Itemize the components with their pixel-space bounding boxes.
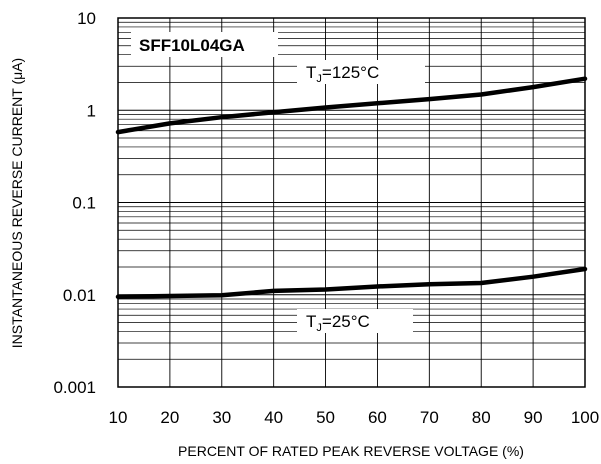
y-tick-label: 0.1	[72, 194, 96, 213]
series-label: TJ=25°C	[306, 312, 370, 334]
series-label: TJ=125°C	[306, 63, 379, 85]
y-tick-label: 10	[77, 9, 96, 28]
x-tick-label: 30	[212, 408, 231, 427]
series-labels: TJ=125°C TJ=25°C	[297, 60, 425, 334]
x-axis-label: PERCENT OF RATED PEAK REVERSE VOLTAGE (%…	[178, 443, 524, 459]
plot-frame	[117, 17, 586, 388]
x-tick-label: 50	[316, 408, 335, 427]
series-line-0	[115, 76, 588, 135]
x-tick-label: 10	[109, 408, 128, 427]
x-tick-label: 40	[264, 408, 283, 427]
x-tick-label: 90	[524, 408, 543, 427]
y-tick-labels: 10 1 0.1 0.01 0.001	[53, 9, 96, 397]
x-tick-label: 100	[571, 408, 599, 427]
x-tick-label: 60	[368, 408, 387, 427]
series-label-box	[297, 60, 425, 84]
series-label-box	[297, 309, 413, 333]
series-lines	[115, 76, 588, 300]
series-line-1	[115, 266, 588, 300]
y-tick-label: 1	[87, 101, 96, 120]
x-tick-label: 20	[160, 408, 179, 427]
y-tick-label: 0.001	[53, 378, 96, 397]
x-tick-labels: 10 20 30 40 50 60 70 80 90 100	[109, 408, 600, 427]
x-tick-label: 80	[472, 408, 491, 427]
title-box	[131, 32, 278, 57]
x-tick-label: 70	[420, 408, 439, 427]
y-axis-label: INSTANTANEOUS REVERSE CURRENT (μA)	[9, 58, 25, 348]
y-tick-label: 0.01	[63, 286, 96, 305]
chart-title: SFF10L04GA	[139, 36, 245, 55]
